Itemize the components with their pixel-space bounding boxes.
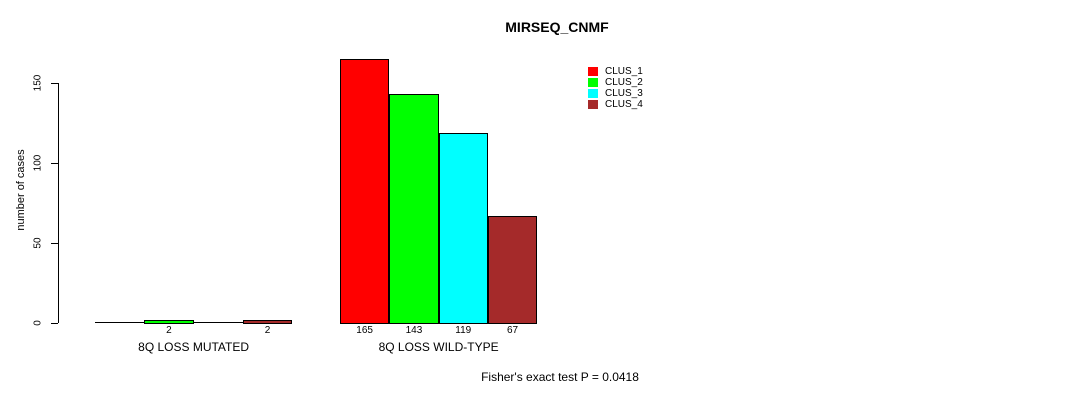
bar-clus_4-wildtype xyxy=(487,215,538,324)
y-tick-mark xyxy=(51,322,58,324)
y-tick-label: 150 xyxy=(32,74,44,92)
legend-swatch-icon xyxy=(588,78,598,87)
bar-value-label: 67 xyxy=(506,325,519,336)
legend-label: CLUS_1 xyxy=(605,66,643,77)
y-tick-mark xyxy=(51,162,58,164)
legend-swatch-icon xyxy=(588,89,598,98)
legend-swatch-icon xyxy=(588,67,598,76)
legend-row-clus_3: CLUS_3 xyxy=(588,88,643,99)
legend: CLUS_1 CLUS_2 CLUS_3 CLUS_4 xyxy=(588,66,643,110)
chart-title: MIRSEQ_CNMF xyxy=(505,19,609,35)
y-tick-mark xyxy=(51,82,58,84)
bar-clus_3-wildtype xyxy=(438,132,488,324)
legend-row-clus_2: CLUS_2 xyxy=(588,77,643,88)
fisher-test-annotation: Fisher's exact test P = 0.0418 xyxy=(481,370,639,384)
legend-label: CLUS_4 xyxy=(605,99,643,110)
bar-clus_1-wildtype xyxy=(340,59,390,324)
bar-value-label: 165 xyxy=(356,325,373,336)
bar-value-label: 143 xyxy=(405,325,423,336)
group-label: 8Q LOSS WILD-TYPE xyxy=(378,340,499,354)
legend-row-clus_1: CLUS_1 xyxy=(588,66,643,77)
y-axis-title: number of cases xyxy=(15,149,27,231)
bar-clus_4-mutated xyxy=(242,319,293,324)
y-tick-label: 50 xyxy=(32,237,44,249)
bar-clus_2-wildtype xyxy=(389,94,439,324)
group-baseline xyxy=(95,322,293,323)
legend-label: CLUS_2 xyxy=(605,77,643,88)
bar-value-label: 119 xyxy=(455,325,472,336)
legend-row-clus_4: CLUS_4 xyxy=(588,99,643,110)
y-tick-label: 100 xyxy=(32,154,44,172)
y-tick-mark xyxy=(51,242,58,244)
bar-clus_2-mutated xyxy=(144,319,194,324)
y-tick-label: 0 xyxy=(32,320,44,326)
bar-value-label: 2 xyxy=(166,325,172,336)
legend-label: CLUS_3 xyxy=(605,88,643,99)
y-axis-line xyxy=(58,83,59,323)
bar-value-label: 2 xyxy=(264,325,271,336)
group-label: 8Q LOSS MUTATED xyxy=(138,340,250,354)
legend-swatch-icon xyxy=(588,100,598,109)
